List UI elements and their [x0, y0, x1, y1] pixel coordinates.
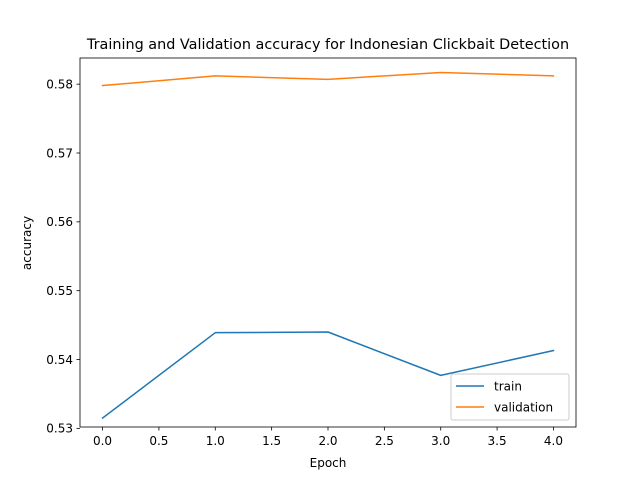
y-tick-label: 0.57 [46, 146, 73, 160]
y-tick-label: 0.55 [46, 284, 73, 298]
y-tick-label: 0.56 [46, 215, 73, 229]
legend-label-train: train [494, 379, 522, 393]
x-tick-label: 2.0 [318, 434, 337, 448]
y-tick-label: 0.58 [46, 77, 73, 91]
x-axis-label: Epoch [310, 456, 347, 470]
y-axis-label: accuracy [20, 216, 34, 270]
x-tick-label: 3.0 [431, 434, 450, 448]
y-tick-label: 0.53 [46, 422, 73, 436]
x-tick-label: 3.5 [488, 434, 507, 448]
x-tick-label: 1.5 [262, 434, 281, 448]
x-tick-label: 2.5 [375, 434, 394, 448]
y-tick-label: 0.54 [46, 353, 73, 367]
plot-area: 0.0 0.5 1.0 1.5 2.0 2.5 3.0 3.5 4.0 0.53 0.54 0.55 0… [46, 57, 577, 448]
x-tick-label: 1.0 [206, 434, 225, 448]
legend-label-validation: validation [494, 400, 553, 414]
x-tick-label: 0.5 [149, 434, 168, 448]
legend: train validation [450, 373, 570, 421]
x-tick-label: 0.0 [93, 434, 112, 448]
chart-title: Training and Validation accuracy for Ind… [86, 37, 569, 53]
x-tick-label: 4.0 [544, 434, 563, 448]
